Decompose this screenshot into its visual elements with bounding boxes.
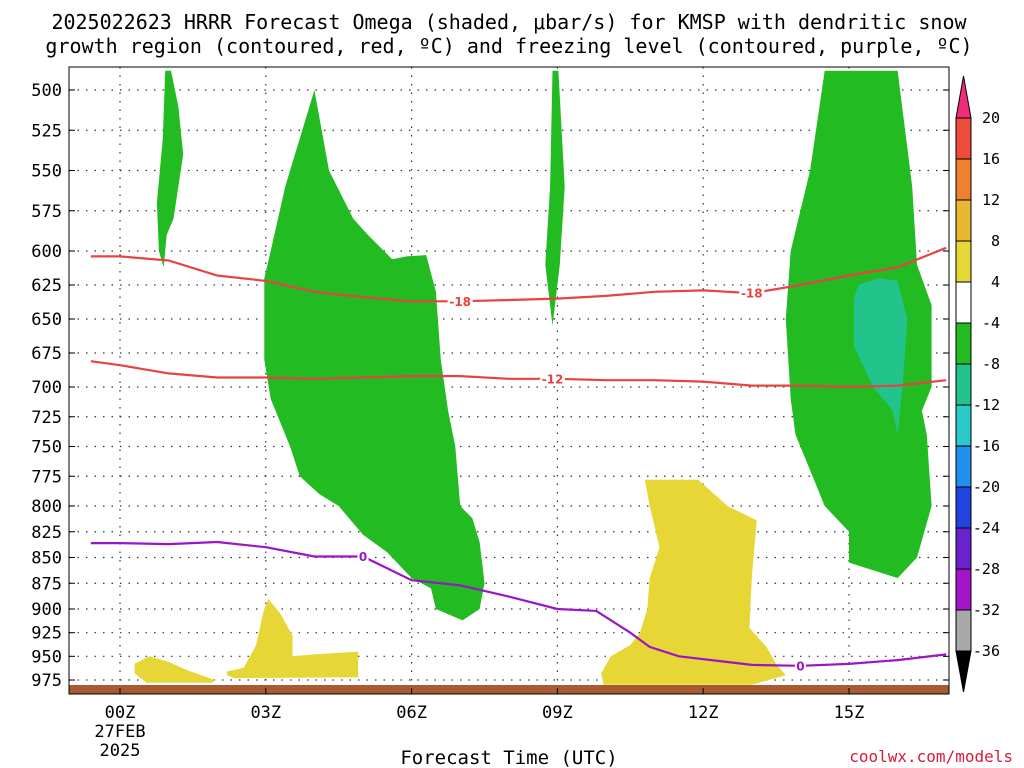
contour-label-bg <box>540 371 566 386</box>
colorbar-label: -32 <box>973 601 1000 619</box>
contour-label-bg <box>739 286 765 301</box>
x-tick-label: 12Z <box>688 703 719 723</box>
x-axis-time: 00Z 03Z 06Z 09Z 12Z 15Z <box>105 688 865 723</box>
colorbar-label: -36 <box>973 642 1000 660</box>
contour-label: 0 <box>796 659 804 673</box>
omega-region <box>134 656 215 683</box>
chart-title-line1: 2025022623 HRRR Forecast Omega (shaded, … <box>51 10 967 34</box>
contour-line <box>90 540 947 667</box>
x-tick-label: 09Z <box>542 703 573 723</box>
plot-frame <box>68 66 950 695</box>
x-tick-label: 00Z <box>105 703 136 723</box>
colorbar-label: 20 <box>982 109 1000 127</box>
omega-region <box>226 598 359 679</box>
colorbar-label: -12 <box>973 396 1000 414</box>
x-date-label: 27FEB <box>94 722 145 742</box>
omega-region <box>601 479 786 685</box>
colorbar-label: -20 <box>973 478 1000 496</box>
colorbar-swatch <box>955 527 972 570</box>
y-tick-label: 775 <box>31 467 62 487</box>
colorbar-label: 4 <box>991 273 1000 291</box>
colorbar-label: -16 <box>973 437 1000 455</box>
colorbar-label: -24 <box>973 519 1000 537</box>
y-tick-label: 725 <box>31 408 62 428</box>
contour-label: -18 <box>449 295 471 309</box>
y-tick-label: 675 <box>31 344 62 364</box>
y-tick-label: 575 <box>31 202 62 222</box>
colorbar-swatch <box>955 158 972 201</box>
contour-label: -18 <box>741 287 763 301</box>
y-tick-label: 750 <box>31 438 62 458</box>
y-tick-label: 525 <box>31 121 62 141</box>
colorbar-swatch <box>955 240 972 283</box>
y-tick-label: 925 <box>31 624 62 644</box>
y-tick-label: 500 <box>31 81 62 101</box>
contour-label-bg <box>357 549 369 564</box>
contour-label: -12 <box>542 372 564 386</box>
colorbar-swatch <box>955 199 972 242</box>
omega-region <box>156 70 184 268</box>
y-tick-label: 975 <box>31 671 62 691</box>
colorbar-label: 12 <box>982 191 1000 209</box>
y-tick-label: 650 <box>31 310 62 330</box>
y-tick-label: 800 <box>31 497 62 517</box>
contour-label-bg <box>447 294 473 309</box>
colorbar-swatch <box>955 363 972 406</box>
colorbar-swatch <box>955 117 972 160</box>
y-tick-label: 825 <box>31 523 62 543</box>
y-tick-label: 900 <box>31 600 62 620</box>
colorbar-top-arrow <box>955 75 972 119</box>
x-axis-title: Forecast Time (UTC) <box>400 747 617 768</box>
colorbar-label: -4 <box>982 314 1000 332</box>
colorbar-legend: 20 16 12 8 4 -4 -8 -12 -16 -20 -24 -28 -32 -36 <box>955 75 1000 693</box>
plot-area: -18 -18 -12 0 0 <box>69 67 949 694</box>
y-tick-label: 600 <box>31 242 62 262</box>
colorbar-swatch <box>955 322 972 365</box>
colorbar-swatch <box>955 486 972 529</box>
colorbar-label: -8 <box>982 355 1000 373</box>
contour-label-bg <box>794 658 806 673</box>
y-tick-label: 625 <box>31 276 62 296</box>
colorbar-swatch <box>955 568 972 611</box>
omega-region <box>853 278 908 435</box>
colorbar-label: -28 <box>973 560 1000 578</box>
omega-region <box>545 70 565 326</box>
x-tick-label: 06Z <box>396 703 427 723</box>
contour-line <box>90 360 947 389</box>
source-credit: coolwx.com/models <box>849 747 1013 766</box>
chart-title-line2: growth region (contoured, red, ºC) and f… <box>45 34 972 58</box>
ground-surface <box>69 685 949 694</box>
colorbar-swatch <box>955 445 972 488</box>
x-tick-label: 15Z <box>834 703 865 723</box>
omega-region <box>264 90 485 621</box>
contour-label: 0 <box>359 550 367 564</box>
contour-line <box>90 246 947 303</box>
colorbar-swatch <box>955 404 972 447</box>
y-tick-label: 950 <box>31 647 62 667</box>
omega-shading <box>134 70 932 685</box>
colorbar-label: 16 <box>982 150 1000 168</box>
y-tick-label: 550 <box>31 162 62 182</box>
colorbar-swatch <box>955 609 972 652</box>
y-tick-label: 875 <box>31 574 62 594</box>
y-tick-label: 850 <box>31 549 62 569</box>
contour-lines: -18 -18 -12 0 0 <box>90 246 947 673</box>
x-year-label: 2025 <box>100 741 141 761</box>
x-tick-label: 03Z <box>250 703 281 723</box>
colorbar-bottom-arrow <box>955 650 972 693</box>
y-tick-label: 700 <box>31 378 62 398</box>
y-axis-pressure: 500 525 550 575 600 625 650 675 700 725 750 775 800 8… <box>31 81 949 691</box>
colorbar-label: 8 <box>991 232 1000 250</box>
colorbar-swatch <box>955 281 972 324</box>
